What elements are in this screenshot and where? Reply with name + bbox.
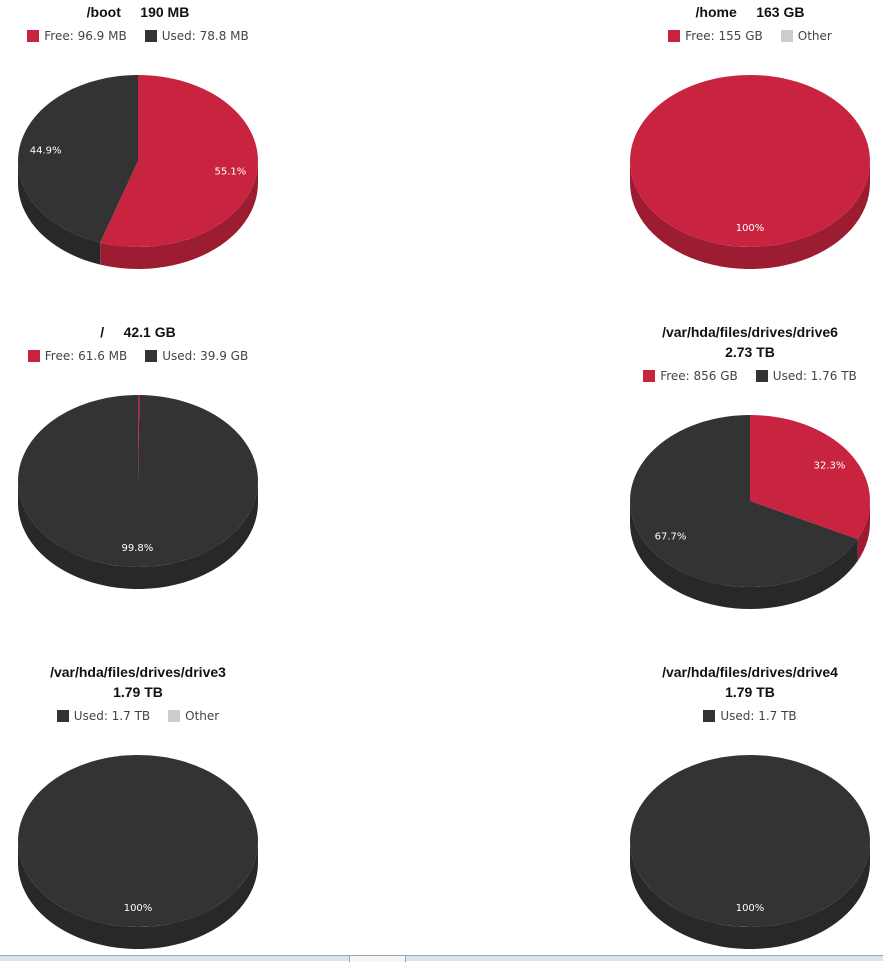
legend-swatch <box>780 30 793 42</box>
legend-label: Free: 155 GB <box>685 29 763 43</box>
legend-swatch <box>668 30 681 42</box>
pie-slice-side-0 <box>857 501 870 562</box>
chart-title: /var/hda/files/drives/drive4 1.79 TB <box>662 664 838 700</box>
pie-graphic: 100% <box>630 75 870 269</box>
pie-chart-drive6: /var/hda/files/drives/drive6 2.73 TB Fre… <box>612 322 883 633</box>
pie-slice-label-0: 100% <box>736 223 765 234</box>
chart-title: /var/hda/files/drives/drive3 1.79 TB <box>50 664 226 700</box>
legend-swatch <box>643 370 656 382</box>
legend-item-free[interactable]: Free: 61.6 MB <box>27 349 128 363</box>
legend-swatch <box>703 710 716 722</box>
pie-slice-1[interactable] <box>18 395 258 567</box>
chart-title: /var/hda/files/drives/drive6 2.73 TB <box>662 324 838 360</box>
taskbar-button[interactable] <box>349 956 406 962</box>
chart-title: /boot 190 MB <box>86 4 190 20</box>
legend-swatch <box>27 350 40 362</box>
legend-label: Used: 78.8 MB <box>161 29 249 43</box>
legend-item-used[interactable]: Used: 1.7 TB <box>56 709 151 723</box>
pie-chart-home: /home 163 GB Free: 155 GB Other 100% <box>612 2 883 293</box>
legend-swatch <box>56 710 69 722</box>
pie-graphic: 55.1% 44.9% <box>18 75 258 269</box>
pie-slice-side-1 <box>18 481 258 589</box>
legend-label: Used: 39.9 GB <box>162 349 249 363</box>
pie-slice-label-1: 44.9% <box>30 145 62 156</box>
pie-graphic: 32.3% 67.7% <box>630 415 870 609</box>
legend-label: Used: 1.7 TB <box>73 709 151 723</box>
chart-title: / 42.1 GB <box>100 324 176 340</box>
pie-slice-0[interactable] <box>750 415 870 540</box>
legend: Used: 1.7 TB Other <box>0 708 276 724</box>
pie-chart-root: / 42.1 GB Free: 61.6 MB Used: 39.9 GB 99… <box>0 322 276 613</box>
chart-title: /home 163 GB <box>695 4 805 20</box>
pie-slice-0[interactable] <box>18 755 258 927</box>
legend-label: Used: 1.7 TB <box>720 709 797 723</box>
pie-chart-drive3: /var/hda/files/drives/drive3 1.79 TB Use… <box>0 662 276 962</box>
legend-item-used[interactable]: Used: 39.9 GB <box>145 349 248 363</box>
pie-slice-0[interactable] <box>630 755 870 927</box>
pie-graphic: 100% <box>18 755 258 949</box>
legend-label: Used: 1.76 TB <box>772 369 857 383</box>
legend-label: Other <box>797 29 832 43</box>
legend-label: Free: 61.6 MB <box>44 349 128 363</box>
legend: Free: 155 GB Other <box>612 28 883 44</box>
pie-chart-boot: /boot 190 MB Free: 96.9 MB Used: 78.8 MB… <box>0 2 276 293</box>
legend-item-free[interactable]: Free: 856 GB <box>643 369 738 383</box>
pie-slice-side-1 <box>18 161 101 265</box>
pie-slice-label-0: 100% <box>736 903 765 914</box>
legend-label: Other <box>185 709 220 723</box>
legend-item-used[interactable]: Used: 78.8 MB <box>144 29 249 43</box>
pie-slice-side-0 <box>630 841 870 949</box>
legend-item-other[interactable]: Other <box>780 29 832 43</box>
pie-slice-side-1 <box>630 501 858 609</box>
legend-item-used[interactable]: Used: 1.7 TB <box>703 709 797 723</box>
legend-swatch <box>145 350 158 362</box>
taskbar <box>0 955 883 962</box>
pie-slice-label-0: 55.1% <box>215 167 247 178</box>
pie-slice-side-0 <box>18 841 258 949</box>
pie-slice-label-0: 100% <box>124 903 153 914</box>
pie-slice-0[interactable] <box>138 395 140 481</box>
legend-item-free[interactable]: Free: 155 GB <box>668 29 763 43</box>
pie-slice-side-0 <box>100 161 258 269</box>
pie-slice-label-1: 99.8% <box>122 543 154 554</box>
pie-slice-1[interactable] <box>630 415 858 587</box>
legend-label: Free: 96.9 MB <box>44 29 127 43</box>
legend: Free: 856 GB Used: 1.76 TB <box>612 368 883 384</box>
pie-graphic: 99.8% <box>18 395 258 589</box>
legend-item-used[interactable]: Used: 1.76 TB <box>755 369 857 383</box>
pie-chart-drive4: /var/hda/files/drives/drive4 1.79 TB Use… <box>612 662 883 962</box>
legend-label: Free: 856 GB <box>660 369 738 383</box>
pie-slice-label-1: 67.7% <box>655 531 687 542</box>
legend: Free: 61.6 MB Used: 39.9 GB <box>0 348 276 364</box>
legend: Free: 96.9 MB Used: 78.8 MB <box>0 28 276 44</box>
legend-swatch <box>755 370 768 382</box>
legend-item-other[interactable]: Other <box>168 709 219 723</box>
legend: Used: 1.7 TB <box>612 708 883 724</box>
pie-slice-0[interactable] <box>100 75 258 247</box>
legend-item-free[interactable]: Free: 96.9 MB <box>27 29 127 43</box>
pie-slice-side-0 <box>630 161 870 269</box>
legend-swatch <box>168 710 181 722</box>
pie-slice-0[interactable] <box>630 75 870 247</box>
legend-swatch <box>144 30 157 42</box>
pie-slice-1[interactable] <box>18 75 138 243</box>
pie-graphic: 100% <box>630 755 870 949</box>
pie-slice-label-0: 32.3% <box>814 461 846 472</box>
legend-swatch <box>27 30 40 42</box>
